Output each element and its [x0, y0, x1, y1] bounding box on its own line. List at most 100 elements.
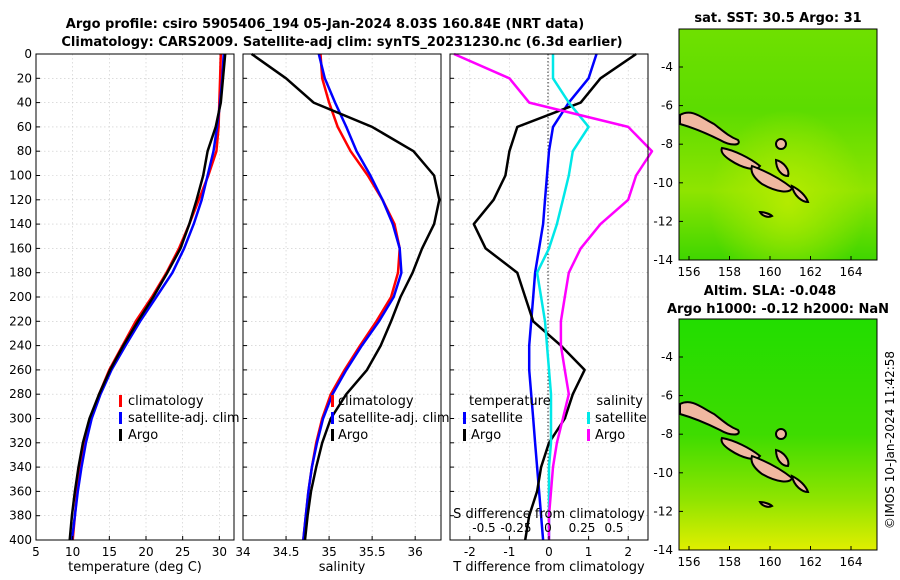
temperature-panel: 0 20 40 60 80 100 120 140 160 180 200 220 240 260 280 3…: [9, 47, 240, 575]
y-tick-label: 300: [9, 412, 32, 426]
y-tick-label: 120: [9, 193, 32, 207]
difference-lines: [453, 52, 654, 541]
y-tick-label: 380: [9, 509, 32, 523]
legend-t-argo-swatch: [463, 429, 466, 441]
island: [774, 448, 790, 468]
difference-grid: [450, 53, 648, 541]
y-tick-label: 320: [9, 436, 32, 450]
x-tick-label: -1: [503, 545, 515, 559]
island: [679, 111, 740, 146]
difference-panel: -2 -1 0 1 2 T difference from climatology S …: [449, 52, 654, 575]
legend-s-satellite-swatch: [587, 412, 590, 424]
series-line: [68, 53, 227, 541]
s-tick: 0.25: [569, 521, 596, 535]
series-line: [527, 53, 598, 541]
y-tick-label: 240: [9, 339, 32, 353]
map-y-tick-label: -8: [661, 137, 673, 151]
x-tick-label: 15: [102, 545, 117, 559]
legend-climatology-swatch: [331, 395, 334, 407]
map-x-tick-label: 158: [718, 265, 741, 279]
legend-argo-swatch: [119, 429, 122, 441]
x-tick-label: 30: [212, 545, 227, 559]
y-tick-label: 140: [9, 217, 32, 231]
x-tick-label: 36: [408, 545, 423, 559]
y-tick-label: 360: [9, 484, 32, 498]
map-y-tick-label: -6: [661, 389, 673, 403]
y-tick-label: 260: [9, 363, 32, 377]
sla-map: Altim. SLA: -0.048 Argo h1000: -0.12 h20…: [653, 284, 889, 569]
y-tick-label: 80: [17, 144, 32, 158]
y-tick-label: 60: [17, 120, 32, 134]
legend-t-satellite-label: satellite: [471, 411, 523, 426]
x-tick-label: 34: [235, 545, 250, 559]
x-tick-label: 1: [585, 545, 593, 559]
legend-t-satellite-swatch: [463, 412, 466, 424]
salinity-legend: climatology satellite-adj. clim Argo: [331, 394, 450, 443]
s-tick: -0.25: [500, 521, 531, 535]
s-difference-ticks: -0.5 -0.25 0 0.25 0.5: [472, 521, 623, 535]
difference-legend: temperature satellite Argo salinity sate…: [463, 394, 647, 443]
figure-title-line-1: Argo profile: csiro 5905406_194 05-Jan-2…: [66, 17, 584, 32]
y-tick-label: 180: [9, 266, 32, 280]
x-tick-label: 2: [624, 545, 632, 559]
x-tick-label: 20: [138, 545, 153, 559]
island: [758, 210, 774, 218]
sla-map-ticks: 156 158 160 162 164 -4 -6 -8 -10 -12 -14: [653, 350, 862, 569]
x-tick-label: -2: [464, 545, 476, 559]
temperature-ticks: 0 20 40 60 80 100 120 140 160 180 200 220 240 260 280 3…: [9, 47, 227, 559]
map-y-tick-label: -6: [661, 99, 673, 113]
series-line: [535, 54, 590, 540]
y-tick-label: 0: [24, 47, 32, 61]
sst-map: sat. SST: 30.5 Argo: 31 156 158 160 162 164 -…: [653, 11, 878, 279]
island: [790, 184, 810, 204]
map-y-tick-label: -4: [661, 350, 673, 364]
x-tick-label: 35.5: [359, 545, 386, 559]
sst-map-title: sat. SST: 30.5 Argo: 31: [694, 11, 861, 26]
y-tick-label: 20: [17, 71, 32, 85]
y-tick-label: 340: [9, 460, 32, 474]
sst-coastline: [679, 111, 810, 218]
temperature-xlabel: temperature (deg C): [68, 560, 202, 575]
map-x-tick-label: 162: [799, 555, 822, 569]
legend-salinity-title: salinity: [596, 394, 643, 409]
x-tick-label: 10: [65, 545, 80, 559]
map-x-tick-label: 160: [759, 555, 782, 569]
map-x-tick-label: 158: [718, 555, 741, 569]
figure-title-line-2: Climatology: CARS2009. Satellite-adj cli…: [61, 35, 622, 50]
legend-temperature-title: temperature: [469, 394, 551, 409]
island: [790, 474, 810, 494]
temperature-legend: climatology satellite-adj. clim Argo: [119, 394, 240, 443]
legend-climatology-swatch: [119, 395, 122, 407]
s-tick: 0.5: [604, 521, 623, 535]
legend-climatology-label: climatology: [338, 394, 414, 409]
imos-watermark: ©IMOS 10-Jan-2024 11:42:58: [883, 351, 897, 529]
island: [750, 454, 794, 483]
y-tick-label: 40: [17, 96, 32, 110]
legend-t-argo-label: Argo: [471, 428, 501, 443]
y-tick-label: 280: [9, 387, 32, 401]
legend-argo-label: Argo: [128, 428, 158, 443]
legend-s-satellite-label: satellite: [595, 411, 647, 426]
y-tick-label: 200: [9, 290, 32, 304]
legend-s-argo-label: Argo: [595, 428, 625, 443]
series-line: [472, 52, 637, 541]
temperature-lines: [68, 53, 227, 541]
sla-map-title-line-2: Argo h1000: -0.12 h2000: NaN: [667, 302, 889, 317]
legend-s-argo-swatch: [587, 429, 590, 441]
x-tick-label: 5: [32, 545, 40, 559]
series-line: [453, 52, 654, 540]
y-tick-label: 160: [9, 241, 32, 255]
map-x-tick-label: 156: [678, 265, 701, 279]
s-difference-label: S difference from climatology: [453, 507, 645, 522]
difference-ticks: -2 -1 0 1 2: [450, 53, 632, 559]
series-line: [70, 53, 225, 541]
island: [758, 500, 774, 508]
salinity-lines: [250, 52, 441, 541]
map-x-tick-label: 162: [799, 265, 822, 279]
difference-xlabel: T difference from climatology: [452, 560, 645, 575]
s-tick: 0: [544, 521, 552, 535]
legend-satellite-label: satellite-adj. clim: [338, 411, 450, 426]
x-tick-label: 34.5: [273, 545, 300, 559]
map-y-tick-label: -14: [653, 543, 673, 557]
